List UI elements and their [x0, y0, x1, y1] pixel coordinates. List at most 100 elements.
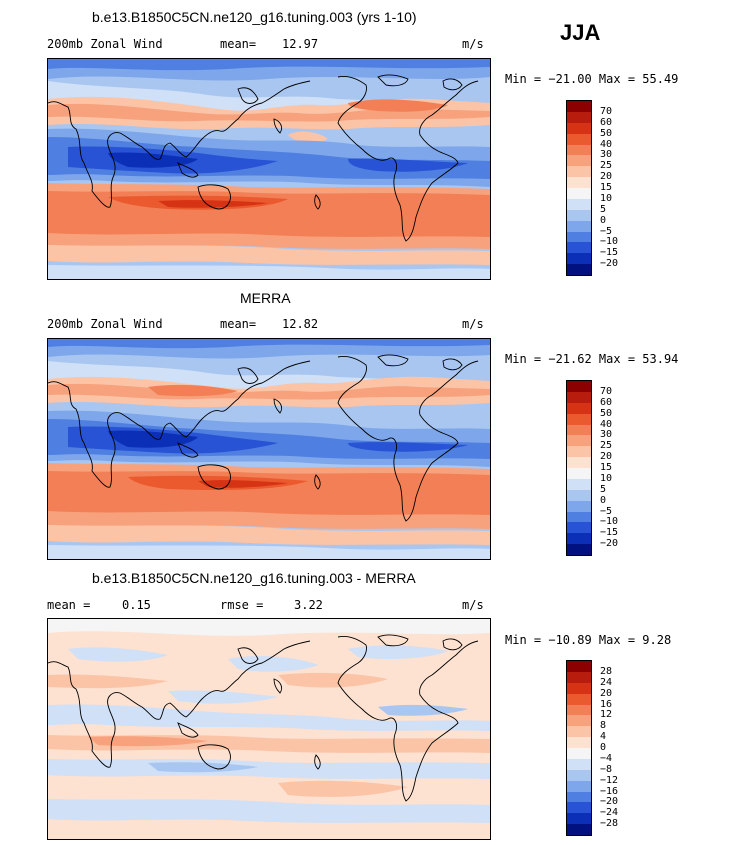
panel3-units: m/s	[462, 598, 484, 612]
panel2-units: m/s	[462, 317, 484, 331]
colorbar-swatch	[567, 155, 591, 167]
colorbar-swatch	[567, 144, 591, 156]
colorbar-swatch	[567, 220, 591, 232]
panel2-mean-value: 12.82	[282, 317, 319, 331]
colorbar-tick-label: 25	[600, 160, 613, 172]
colorbar-swatch	[567, 381, 591, 392]
panel2-mean-label: mean=	[220, 317, 257, 331]
colorbar-swatch	[567, 424, 591, 436]
colorbar-tick-label: 40	[600, 138, 613, 150]
colorbar-tick-label: 15	[600, 182, 613, 193]
panel3-mean-value: 0.15	[122, 598, 151, 612]
colorbar-swatch	[567, 704, 591, 716]
colorbar-swatch	[567, 533, 591, 545]
colorbar-tick-label: 20	[600, 451, 613, 463]
colorbar-swatch	[567, 198, 591, 210]
colorbar-tick-label: −24	[600, 807, 619, 819]
colorbar-tick-label: 12	[600, 709, 613, 721]
panel3-minmax: Min = −10.89 Max = 9.28	[505, 633, 672, 647]
panel1-mean-value: 12.97	[282, 37, 319, 51]
colorbar-tick-label: 16	[600, 698, 613, 710]
colorbar-swatch	[567, 682, 591, 694]
colorbar-swatch	[567, 253, 591, 265]
colorbar-tick-label: −20	[600, 796, 619, 808]
colorbar-swatch	[567, 824, 591, 835]
colorbar-swatch	[567, 166, 591, 178]
colorbar-tick-label: 40	[600, 418, 613, 430]
colorbar-tick-label: 28	[600, 665, 613, 677]
colorbar-swatch	[567, 413, 591, 425]
colorbar-swatch	[567, 661, 591, 672]
panel2-wind-field	[48, 339, 490, 559]
colorbar-swatch	[567, 544, 591, 555]
colorbar-tick-label: 50	[600, 127, 613, 139]
panel1-colorbar	[566, 100, 592, 276]
colorbar-tick-label: −16	[600, 785, 619, 797]
colorbar-tick-label: 20	[600, 687, 613, 699]
panel3-title: b.e13.B1850C5CN.ne120_g16.tuning.003 - M…	[92, 570, 416, 586]
colorbar-tick-label: 60	[600, 396, 613, 408]
panel3-rmse-label: rmse =	[220, 598, 264, 612]
colorbar-swatch	[567, 813, 591, 825]
colorbar-tick-label: −10	[600, 516, 619, 528]
panel2-variable-label: 200mb Zonal Wind	[47, 317, 163, 331]
colorbar-swatch	[567, 769, 591, 781]
panel3-difference-field	[48, 619, 490, 839]
panel2-colorbar	[566, 380, 592, 556]
colorbar-tick-label: 60	[600, 116, 613, 128]
colorbar-tick-label: −15	[600, 527, 619, 539]
colorbar-swatch	[567, 780, 591, 792]
colorbar-tick-label: 70	[600, 385, 613, 397]
colorbar-tick-label: 4	[600, 731, 607, 743]
panel3-colorbar	[566, 660, 592, 836]
colorbar-swatch	[567, 726, 591, 738]
colorbar-swatch	[567, 478, 591, 490]
colorbar-tick-label: 5	[600, 483, 607, 495]
colorbar-tick-label: 70	[600, 105, 613, 117]
colorbar-tick-label: −8	[600, 763, 613, 775]
panel3-rmse-value: 3.22	[294, 598, 323, 612]
colorbar-tick-label: −5	[600, 225, 613, 237]
colorbar-swatch	[567, 758, 591, 770]
colorbar-swatch	[567, 391, 591, 403]
colorbar-swatch	[567, 457, 591, 468]
colorbar-tick-label: 10	[600, 472, 613, 484]
colorbar-swatch	[567, 435, 591, 447]
colorbar-tick-label: −28	[600, 818, 619, 830]
colorbar-tick-label: −20	[600, 258, 619, 270]
panel1-variable-label: 200mb Zonal Wind	[47, 37, 163, 51]
panel1-map	[47, 58, 491, 280]
colorbar-tick-label: −15	[600, 247, 619, 259]
colorbar-swatch	[567, 522, 591, 534]
panel1-mean-label: mean=	[220, 37, 257, 51]
colorbar-swatch	[567, 446, 591, 458]
colorbar-tick-label: 5	[600, 203, 607, 215]
panel2-title: MERRA	[240, 290, 291, 306]
colorbar-tick-label: 8	[600, 720, 607, 732]
colorbar-tick-label: 30	[600, 429, 613, 441]
colorbar-swatch	[567, 468, 591, 479]
panel2-minmax: Min = −21.62 Max = 53.94	[505, 352, 679, 366]
colorbar-swatch	[567, 511, 591, 523]
colorbar-swatch	[567, 715, 591, 727]
panel1-wind-field	[48, 59, 490, 279]
colorbar-swatch	[567, 188, 591, 199]
colorbar-tick-label: 15	[600, 462, 613, 473]
colorbar-tick-label: −20	[600, 538, 619, 550]
colorbar-swatch	[567, 242, 591, 254]
colorbar-swatch	[567, 791, 591, 803]
colorbar-tick-label: 0	[600, 214, 607, 226]
colorbar-swatch	[567, 122, 591, 134]
colorbar-swatch	[567, 737, 591, 748]
colorbar-swatch	[567, 671, 591, 683]
colorbar-swatch	[567, 101, 591, 112]
colorbar-tick-label: −4	[600, 752, 613, 764]
colorbar-tick-label: −10	[600, 236, 619, 248]
panel3-map	[47, 618, 491, 840]
colorbar-swatch	[567, 402, 591, 414]
colorbar-swatch	[567, 489, 591, 501]
colorbar-swatch	[567, 264, 591, 275]
colorbar-swatch	[567, 111, 591, 123]
colorbar-tick-label: 10	[600, 192, 613, 204]
colorbar-tick-label: −12	[600, 774, 619, 786]
